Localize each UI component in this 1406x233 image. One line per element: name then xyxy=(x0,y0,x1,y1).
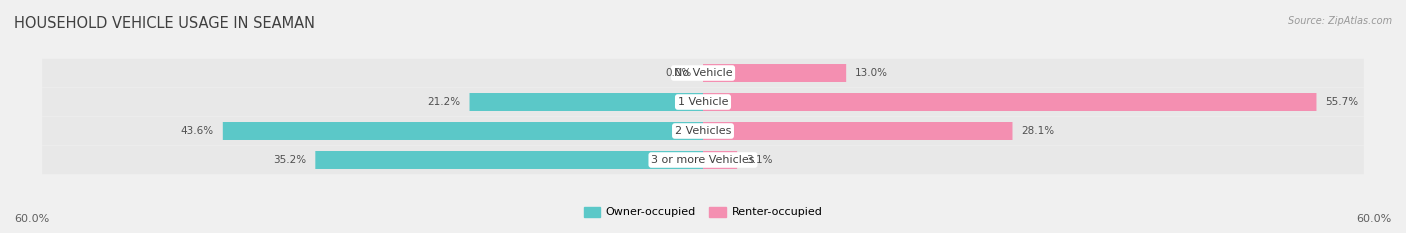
Text: 43.6%: 43.6% xyxy=(181,126,214,136)
FancyBboxPatch shape xyxy=(703,122,1012,140)
Text: HOUSEHOLD VEHICLE USAGE IN SEAMAN: HOUSEHOLD VEHICLE USAGE IN SEAMAN xyxy=(14,16,315,31)
Text: 60.0%: 60.0% xyxy=(14,214,49,224)
FancyBboxPatch shape xyxy=(315,151,703,169)
FancyBboxPatch shape xyxy=(703,93,1316,111)
Legend: Owner-occupied, Renter-occupied: Owner-occupied, Renter-occupied xyxy=(579,202,827,222)
FancyBboxPatch shape xyxy=(42,88,1364,116)
Text: 1 Vehicle: 1 Vehicle xyxy=(678,97,728,107)
FancyBboxPatch shape xyxy=(222,122,703,140)
Text: 21.2%: 21.2% xyxy=(427,97,461,107)
FancyBboxPatch shape xyxy=(42,146,1364,174)
Text: 13.0%: 13.0% xyxy=(855,68,889,78)
Text: 35.2%: 35.2% xyxy=(273,155,307,165)
FancyBboxPatch shape xyxy=(42,117,1364,145)
Text: 3.1%: 3.1% xyxy=(747,155,772,165)
Text: No Vehicle: No Vehicle xyxy=(673,68,733,78)
FancyBboxPatch shape xyxy=(470,93,703,111)
Text: 28.1%: 28.1% xyxy=(1021,126,1054,136)
Text: 60.0%: 60.0% xyxy=(1357,214,1392,224)
Text: 55.7%: 55.7% xyxy=(1326,97,1358,107)
FancyBboxPatch shape xyxy=(42,59,1364,87)
Text: 2 Vehicles: 2 Vehicles xyxy=(675,126,731,136)
FancyBboxPatch shape xyxy=(703,151,737,169)
Text: 3 or more Vehicles: 3 or more Vehicles xyxy=(651,155,755,165)
Text: Source: ZipAtlas.com: Source: ZipAtlas.com xyxy=(1288,16,1392,26)
FancyBboxPatch shape xyxy=(703,64,846,82)
Text: 0.0%: 0.0% xyxy=(665,68,692,78)
